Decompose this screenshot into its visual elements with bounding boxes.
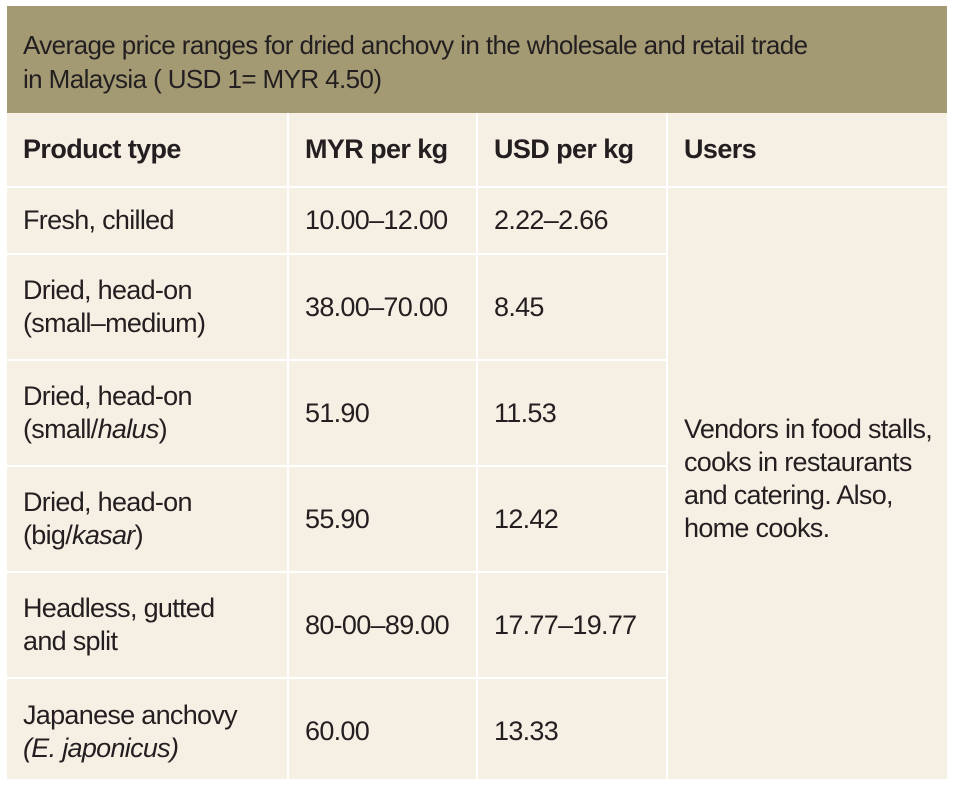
product-cell: Dried, head-on (small–medium) (7, 253, 289, 361)
product-cell: Fresh, chilled (7, 186, 289, 255)
myr-cell: 51.90 (287, 359, 478, 467)
product-cell: Japanese anchovy (E. japonicus) (7, 677, 289, 784)
product-line-2-italic: kasar (72, 520, 135, 550)
myr-cell: 38.00–70.00 (287, 253, 478, 361)
product-line-1: Headless, gutted (23, 593, 215, 623)
myr-cell: 80-00–89.00 (287, 571, 478, 679)
usd-cell: 2.22–2.66 (476, 186, 668, 255)
product-line-1: Dried, head-on (23, 487, 193, 517)
caption-line-2: in Malaysia ( USD 1= MYR 4.50) (23, 64, 382, 94)
product-line-1: Fresh, chilled (23, 205, 174, 235)
usd-cell: 13.33 (476, 677, 668, 784)
myr-cell: 10.00–12.00 (287, 186, 478, 255)
product-line-2-end: ) (134, 520, 144, 550)
price-table: Product type MYR per kg USD per kg Users… (7, 113, 947, 785)
product-line-2-end: ) (158, 414, 168, 444)
table-row: Dried, head-on (small/halus) 51.90 11.53 (7, 359, 947, 467)
product-line-2: (big/ (23, 520, 73, 550)
table-row: Fresh, chilled 10.00–12.00 2.22–2.66 Ven… (7, 186, 947, 785)
table-row: Dried, head-on (small–medium) 38.00–70.0… (7, 253, 947, 361)
users-cell: Vendors in food stalls, cooks in restaur… (666, 186, 947, 785)
header-product-type: Product type (7, 113, 289, 188)
product-cell: Headless, gutted and split (7, 571, 289, 679)
product-cell: Dried, head-on (small/halus) (7, 359, 289, 467)
usd-cell: 17.77–19.77 (476, 571, 668, 679)
product-line-1: Dried, head-on (23, 381, 193, 411)
table-row: Dried, head-on (big/kasar) 55.90 12.42 (7, 465, 947, 573)
price-table-panel: Average price ranges for dried anchovy i… (7, 6, 947, 785)
header-row: Product type MYR per kg USD per kg Users (7, 113, 947, 188)
myr-cell: 60.00 (287, 677, 478, 784)
header-users: Users (666, 113, 947, 188)
caption-line-1: Average price ranges for dried anchovy i… (23, 30, 808, 60)
table-caption: Average price ranges for dried anchovy i… (7, 6, 947, 113)
header-usd-per-kg: USD per kg (476, 113, 668, 188)
product-line-1: Dried, head-on (23, 275, 193, 305)
product-line-2-italic: (E. japonicus) (23, 732, 179, 763)
users-text: Vendors in food stalls, cooks in restaur… (684, 413, 933, 543)
usd-cell: 12.42 (476, 465, 668, 573)
table-row: Headless, gutted and split 80-00–89.00 1… (7, 571, 947, 679)
product-line-2: (small–medium) (23, 308, 206, 338)
product-line-1: Japanese anchovy (23, 699, 238, 730)
product-line-2-italic: halus (97, 414, 160, 444)
usd-cell: 8.45 (476, 253, 668, 361)
myr-cell: 55.90 (287, 465, 478, 573)
product-line-2: (small/ (23, 414, 98, 444)
product-line-2: and split (23, 626, 118, 656)
table-row: Japanese anchovy (E. japonicus) 60.00 13… (7, 677, 947, 784)
product-cell: Dried, head-on (big/kasar) (7, 465, 289, 573)
header-myr-per-kg: MYR per kg (287, 113, 478, 188)
usd-cell: 11.53 (476, 359, 668, 467)
